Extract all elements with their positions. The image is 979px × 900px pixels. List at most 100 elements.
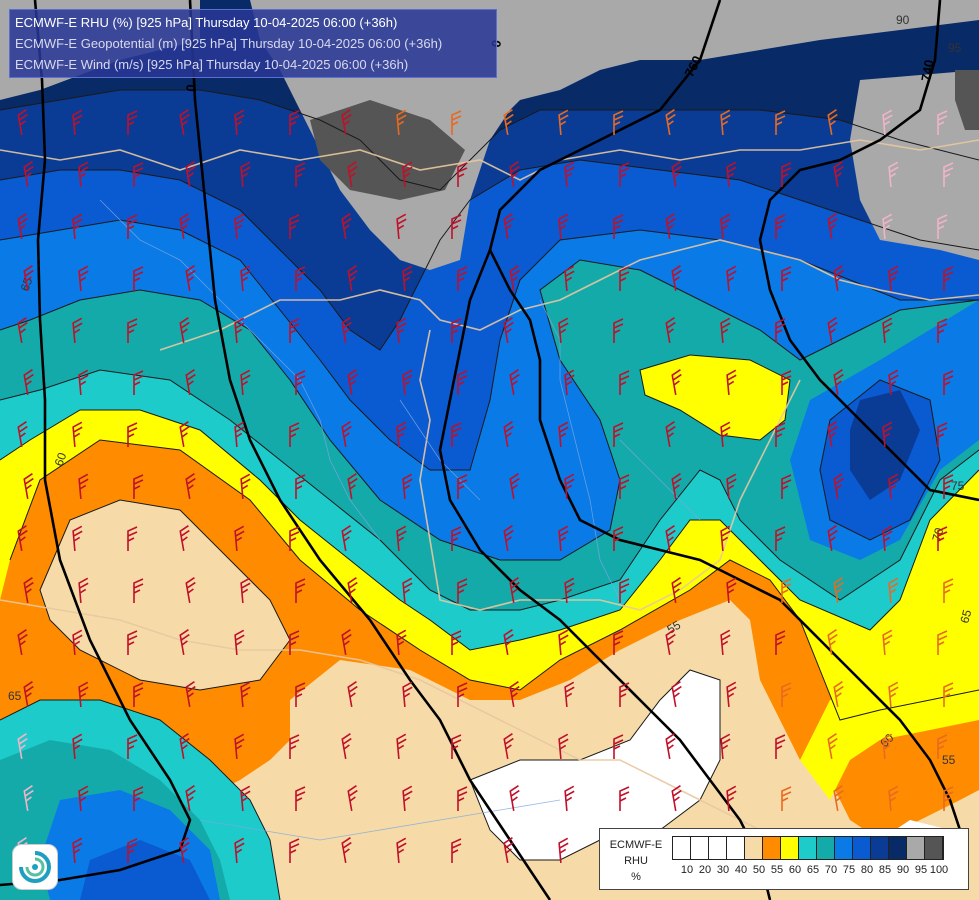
- geopotential-label: 0: [183, 84, 199, 93]
- wind-barb: [396, 421, 407, 448]
- legend-swatch: [835, 837, 853, 859]
- wind-barb: [133, 786, 144, 811]
- legend-unit: %: [631, 871, 641, 883]
- wind-barb: [17, 108, 28, 135]
- wind-barb: [240, 785, 251, 812]
- wind-barb: [396, 837, 407, 864]
- wind-barb: [943, 786, 954, 811]
- wind-barb: [179, 836, 190, 863]
- wind-barb: [833, 264, 844, 291]
- wind-barb: [347, 784, 358, 811]
- wind-barb: [833, 576, 844, 603]
- wind-barb: [827, 420, 838, 447]
- wind-barb: [503, 628, 514, 655]
- wind-barb: [726, 577, 737, 604]
- wind-barb: [72, 629, 83, 656]
- wind-barb: [457, 682, 468, 707]
- wind-barb: [720, 421, 731, 448]
- wind-barb: [295, 578, 306, 603]
- wind-barb: [127, 838, 138, 863]
- wind-barb: [671, 680, 682, 707]
- wind-barb: [457, 162, 468, 187]
- wind-barb: [509, 160, 520, 187]
- wind-barb: [295, 162, 306, 187]
- wind-barb: [558, 733, 569, 760]
- wind-barb: [833, 680, 844, 707]
- wind-barb: [127, 734, 138, 759]
- wind-barb: [347, 472, 358, 499]
- wind-barb: [671, 784, 682, 811]
- wind-barb: [240, 681, 251, 708]
- wind-barb: [882, 733, 893, 760]
- wind-barb: [775, 422, 786, 447]
- legend-swatch: [763, 837, 781, 859]
- wind-barb: [775, 110, 786, 135]
- wind-barb: [943, 266, 954, 291]
- wind-barb: [341, 420, 352, 447]
- rivers: [99, 199, 701, 841]
- wind-barb: [17, 420, 28, 447]
- legend-swatch: [727, 837, 745, 859]
- wind-barb: [827, 524, 838, 551]
- wind-barb: [775, 734, 786, 759]
- wind-barb: [882, 629, 893, 656]
- legend-tick-label: 20: [698, 864, 712, 876]
- wind-barb: [882, 213, 893, 240]
- wind-barb: [451, 422, 462, 447]
- wind-barb: [179, 108, 190, 135]
- wind-barb: [726, 681, 737, 708]
- wind-barb: [451, 214, 462, 239]
- wind-barb: [402, 161, 413, 188]
- wind-barb: [827, 212, 838, 239]
- wind-barb: [72, 525, 83, 552]
- wind-barb: [78, 681, 89, 708]
- wind-barb: [457, 370, 468, 395]
- wind-barb: [185, 784, 196, 811]
- wind-barb: [185, 368, 196, 395]
- wind-barb: [509, 680, 520, 707]
- wind-barb: [185, 160, 196, 187]
- wind-barb: [133, 578, 144, 603]
- wind-barb: [937, 422, 948, 447]
- wind-barb: [451, 630, 462, 655]
- legend-tick-label: 40: [734, 864, 748, 876]
- wind-barb: [341, 732, 352, 759]
- wind-barb: [833, 784, 844, 811]
- wind-barb: [234, 421, 245, 448]
- wind-barb: [23, 160, 34, 187]
- wind-barb: [402, 473, 413, 500]
- wind-barb: [17, 316, 28, 343]
- wind-barb: [234, 109, 245, 136]
- wind-barb: [457, 266, 468, 291]
- wind-barb: [185, 472, 196, 499]
- wind-barb: [888, 681, 899, 708]
- wind-barb: [671, 576, 682, 603]
- wind-barb: [23, 680, 34, 707]
- wind-barb: [127, 526, 138, 551]
- wind-barb: [133, 474, 144, 499]
- wind-barb: [558, 629, 569, 656]
- legend-swatch: [709, 837, 727, 859]
- wind-barb: [558, 213, 569, 240]
- wind-barb: [619, 474, 630, 499]
- wind-barb: [451, 734, 462, 759]
- wind-barb: [720, 109, 731, 136]
- wind-barb: [665, 628, 676, 655]
- wind-barb: [882, 317, 893, 344]
- rhu-contour-labels: 60 55 65 60 55 75 70 65 65 90 95: [8, 13, 974, 767]
- wind-barb: [347, 160, 358, 187]
- wind-barb: [451, 526, 462, 551]
- wind-barb: [179, 732, 190, 759]
- wind-barb: [613, 422, 624, 447]
- wind-barb: [451, 318, 462, 343]
- wind-barb: [937, 630, 948, 655]
- wind-barb: [347, 576, 358, 603]
- wind-barb: [509, 576, 520, 603]
- rhu-label: 90: [896, 13, 910, 27]
- wind-barb: [671, 264, 682, 291]
- wind-barb: [720, 213, 731, 240]
- wind-barb: [234, 733, 245, 760]
- wind-barb: [457, 578, 468, 603]
